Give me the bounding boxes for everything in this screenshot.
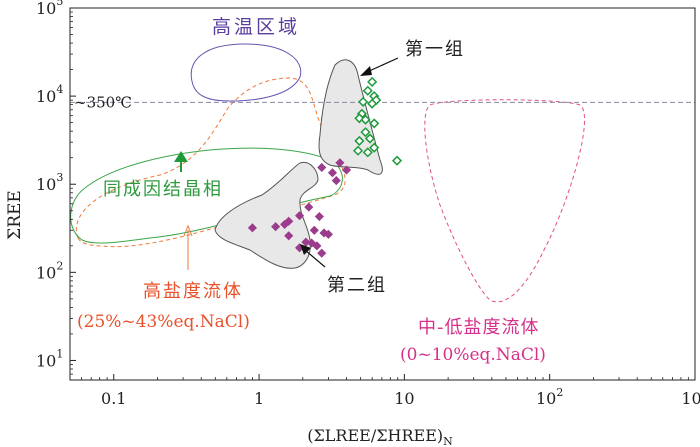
- x-axis-title-main: (ΣLREE/ΣHREE): [307, 426, 443, 445]
- data-point: [367, 76, 378, 87]
- x-tick-label: 10: [394, 389, 414, 408]
- y-axis-title: ΣREE: [5, 190, 25, 240]
- group-two-arrow: [304, 249, 326, 268]
- group-one-arrowhead: [360, 66, 372, 76]
- label-mid-low-salinity: 中-低盐度流体: [418, 317, 540, 338]
- y-tick-label: 104: [36, 83, 63, 106]
- region-layer: [70, 43, 585, 303]
- data-point: [354, 135, 365, 146]
- annotation-arrows: [174, 57, 399, 270]
- region-cogenetic-crystal: [70, 147, 343, 244]
- data-point: [369, 142, 380, 153]
- temperature-350-label: ~350℃: [74, 93, 132, 111]
- data-point: [309, 225, 319, 235]
- data-point: [341, 165, 352, 175]
- y-tick-label: 103: [36, 171, 63, 194]
- y-tick-label: 101: [36, 347, 63, 370]
- region-mid-low-salinity-fluid: [424, 99, 585, 303]
- x-tick-label: 103: [681, 386, 700, 408]
- data-point: [352, 145, 364, 156]
- group-one-arrow: [366, 57, 399, 73]
- data-point: [364, 133, 376, 144]
- data-points: [247, 76, 403, 258]
- data-point: [369, 118, 380, 129]
- data-point: [317, 248, 327, 258]
- data-point: [358, 96, 369, 107]
- x-tick-label: 102: [536, 386, 563, 408]
- x-tick-label: 1: [254, 389, 264, 408]
- data-point: [304, 202, 314, 212]
- label-group-two: 第二组: [327, 275, 387, 296]
- series-1: [352, 76, 403, 166]
- high-salinity-arrowhead: [183, 224, 193, 237]
- data-point: [362, 147, 373, 158]
- data-point: [360, 127, 371, 138]
- region-high-salinity-fluid: [75, 77, 346, 248]
- axes-frame: [69, 7, 696, 381]
- region-high-temperature: [190, 43, 302, 102]
- label-high-salinity: 高盐度流体: [143, 281, 243, 302]
- data-point: [314, 211, 324, 222]
- data-point: [331, 176, 341, 186]
- data-point: [312, 241, 322, 251]
- data-point: [391, 155, 403, 166]
- series-2: [247, 158, 352, 258]
- data-point: [362, 85, 373, 96]
- label-cogenetic-crystal: 同成因结晶相: [103, 179, 223, 200]
- x-axis-title-subscript: N: [443, 435, 453, 447]
- data-point: [327, 168, 338, 178]
- cogenetic-arrowhead: [174, 151, 188, 162]
- y-tick-label: 102: [36, 259, 63, 282]
- data-point: [247, 223, 257, 233]
- data-point: [284, 231, 294, 241]
- label-group-one: 第一组: [405, 39, 465, 60]
- label-high-salinity-range: (25%~43%eq.NaCl): [77, 312, 250, 332]
- data-point: [360, 114, 371, 125]
- data-point: [367, 98, 378, 109]
- region-group-two: [214, 161, 319, 269]
- y-tick-label: 105: [36, 0, 63, 18]
- data-point: [294, 211, 305, 221]
- label-mid-low-salinity-range: (0~10%eq.NaCl): [400, 345, 546, 365]
- tick-layer: 0.1 1 10 102 103 101 102 103 104 105: [36, 0, 700, 408]
- x-axis-title: (ΣLREE/ΣHREE)N: [307, 426, 453, 447]
- label-high-temperature: 高温区域: [212, 16, 300, 38]
- data-point: [323, 229, 333, 239]
- x-tick-label: 0.1: [101, 389, 126, 408]
- data-point: [317, 162, 327, 173]
- plot-border: [69, 7, 696, 381]
- data-point: [271, 222, 281, 232]
- data-point: [280, 219, 290, 229]
- group-two-arrowhead: [300, 244, 311, 255]
- data-point: [335, 158, 345, 168]
- region-group-one: [318, 59, 383, 175]
